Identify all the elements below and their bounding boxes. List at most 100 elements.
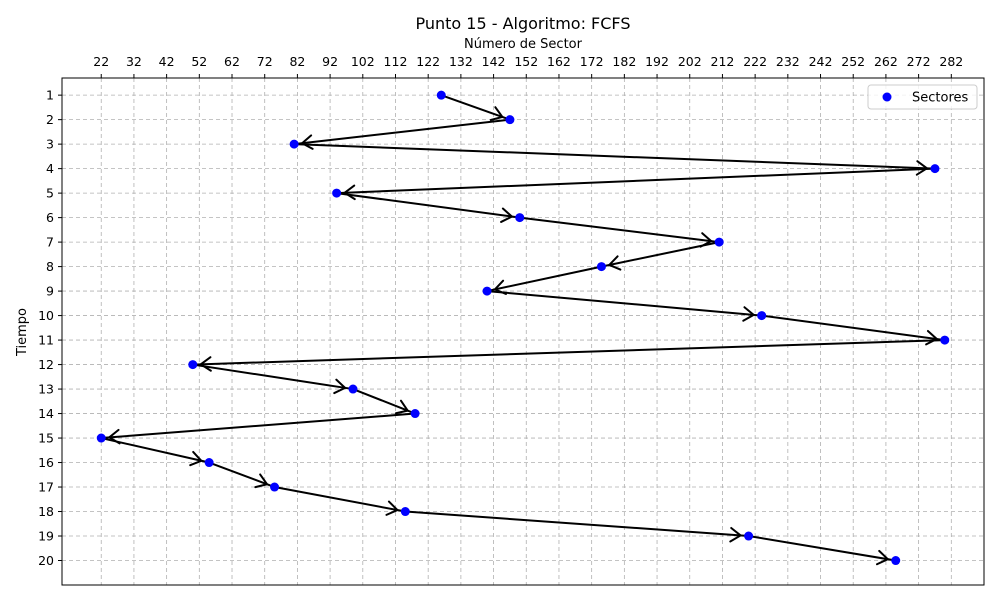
arrow-shaft xyxy=(748,535,896,562)
arrow-head xyxy=(875,549,889,566)
x-tick-label: 192 xyxy=(645,54,669,69)
arrow-head xyxy=(301,134,314,150)
y-tick-label: 5 xyxy=(46,186,54,201)
arrow-shaft xyxy=(336,167,935,195)
y-tick-label: 6 xyxy=(46,210,54,225)
arrow-head xyxy=(394,399,409,415)
y-tick-label: 13 xyxy=(38,382,54,397)
x-tick-label: 252 xyxy=(841,54,865,69)
y-tick-label: 10 xyxy=(38,308,54,323)
y-tick-label: 17 xyxy=(38,480,54,495)
y-tick-label: 18 xyxy=(38,504,54,519)
y-tick-label: 19 xyxy=(38,529,54,544)
arrow-shaft xyxy=(294,118,511,146)
legend-label: Sectores xyxy=(912,91,969,106)
y-tick-label: 4 xyxy=(46,161,54,176)
arrow xyxy=(274,486,406,516)
arrow xyxy=(336,167,935,201)
x-tick-label: 102 xyxy=(351,54,375,69)
arrow-shaft xyxy=(294,143,935,170)
arrow-head xyxy=(343,184,356,201)
arrow xyxy=(748,535,896,566)
arrow-shaft xyxy=(192,363,354,391)
x-tick-label: 72 xyxy=(257,54,273,69)
data-point xyxy=(940,335,950,345)
arrow xyxy=(486,290,762,322)
y-tick-label: 9 xyxy=(46,284,54,299)
arrow xyxy=(208,461,275,489)
arrow-shaft xyxy=(519,216,720,244)
x-tick-label: 272 xyxy=(907,54,931,69)
data-points xyxy=(96,90,950,566)
arrow-shaft xyxy=(405,510,749,538)
y-tick-label: 1 xyxy=(46,88,54,103)
data-point xyxy=(757,311,767,321)
arrow-shaft xyxy=(336,192,520,219)
data-point xyxy=(400,507,410,517)
data-point xyxy=(505,115,515,125)
x-tick-label: 232 xyxy=(776,54,800,69)
x-tick-label: 282 xyxy=(939,54,963,69)
data-point xyxy=(714,237,724,247)
x-tick-label: 182 xyxy=(612,54,636,69)
arrow xyxy=(101,412,416,445)
x-tick-label: 82 xyxy=(289,54,305,69)
arrow-shaft xyxy=(601,241,720,268)
x-tick-label: 202 xyxy=(678,54,702,69)
y-tick-label: 11 xyxy=(38,333,54,348)
y-tick-label: 12 xyxy=(38,357,54,372)
arrow xyxy=(352,388,416,415)
x-tick-label: 22 xyxy=(93,54,109,69)
arrow xyxy=(440,94,511,122)
x-tick-label: 42 xyxy=(159,54,175,69)
x-tick-label: 152 xyxy=(514,54,538,69)
arrow xyxy=(519,216,720,248)
x-tick-label: 122 xyxy=(416,54,440,69)
arrow-shaft xyxy=(101,437,210,464)
x-tick-label: 52 xyxy=(191,54,207,69)
data-point xyxy=(410,409,420,419)
arrow-head xyxy=(199,356,212,372)
arrow xyxy=(294,118,511,150)
arrow xyxy=(192,339,945,372)
legend-box xyxy=(867,84,978,110)
x-tick-label: 162 xyxy=(547,54,571,69)
arrow-head xyxy=(500,207,513,223)
data-point xyxy=(744,531,754,541)
arrow-head xyxy=(254,473,269,489)
plot-frame xyxy=(61,77,985,586)
data-point xyxy=(188,360,198,370)
data-point xyxy=(348,384,358,394)
arrow-head xyxy=(925,329,938,346)
x-tick-label: 62 xyxy=(224,54,240,69)
arrow-head xyxy=(333,378,347,395)
data-point xyxy=(332,188,342,198)
arrow-shaft xyxy=(208,461,275,488)
x-tick-label: 112 xyxy=(384,54,408,69)
y-tick-label: 20 xyxy=(38,553,54,568)
x-tick-label: 132 xyxy=(449,54,473,69)
chart-title: Punto 15 - Algoritmo: FCFS xyxy=(415,14,630,33)
arrow-head xyxy=(729,526,742,543)
legend: Sectores xyxy=(867,84,978,110)
data-point xyxy=(930,164,940,174)
ticks: 22 32 42 52 62 72 82 92 102 112 122 132 142 152 162 172… xyxy=(38,54,963,568)
x-tick-label: 142 xyxy=(482,54,506,69)
x-tick-label: 212 xyxy=(711,54,735,69)
y-tick-label: 16 xyxy=(38,455,54,470)
arrow xyxy=(336,192,520,223)
arrow xyxy=(294,143,935,176)
x-tick-label: 262 xyxy=(874,54,898,69)
legend-marker xyxy=(882,92,892,102)
y-tick-label: 15 xyxy=(38,431,54,446)
x-tick-label: 222 xyxy=(743,54,767,69)
y-tick-label: 8 xyxy=(46,259,54,274)
arrows xyxy=(101,94,945,566)
data-point xyxy=(289,139,299,149)
arrow-shaft xyxy=(486,290,762,317)
arrow-shaft xyxy=(761,314,945,342)
y-tick-label: 2 xyxy=(46,112,54,127)
arrow xyxy=(486,265,602,295)
